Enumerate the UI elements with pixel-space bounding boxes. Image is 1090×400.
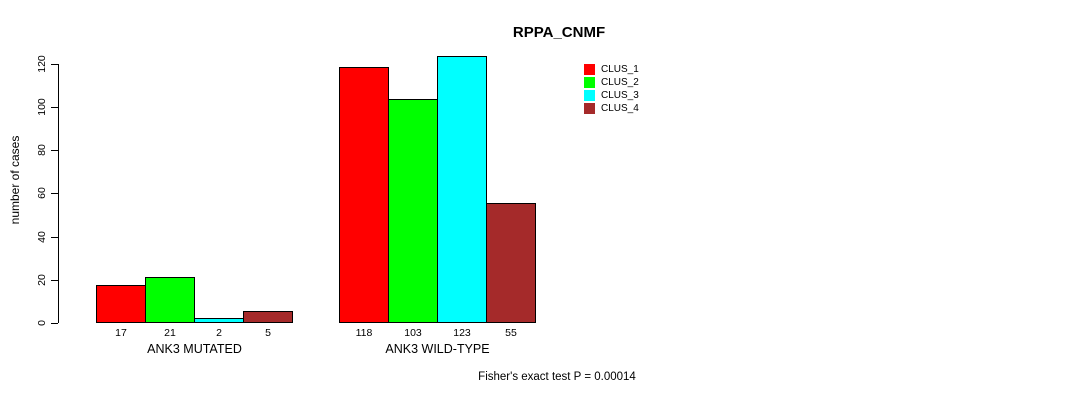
bar-value-label: 2 (216, 326, 222, 339)
bar-clus_1-2 (339, 67, 389, 323)
legend: CLUS_1 CLUS_2 CLUS_3 CLUS_4 (584, 63, 639, 115)
y-axis-tick-label: 80 (36, 144, 48, 156)
chart-title: RPPA_CNMF (512, 24, 606, 41)
bar-value-label: 17 (115, 326, 127, 339)
legend-label: CLUS_2 (601, 77, 639, 88)
y-axis-line (58, 64, 59, 323)
legend-label: CLUS_4 (601, 103, 639, 114)
legend-swatch-clus_4 (584, 103, 595, 114)
y-axis-tick-label: 60 (36, 187, 48, 199)
bar-value-label: 5 (265, 326, 271, 339)
bar-value-label: 21 (164, 326, 176, 339)
group-label: ANK3 WILD-TYPE (385, 342, 490, 356)
fisher-test-annotation: Fisher's exact test P = 0.00014 (478, 371, 636, 383)
bar-clus_3-1 (194, 318, 244, 323)
bar-value-label: 118 (355, 326, 373, 339)
y-axis-tick (51, 107, 58, 108)
legend-swatch-clus_2 (584, 77, 595, 88)
bar-value-label: 103 (404, 326, 422, 339)
legend-label: CLUS_1 (601, 64, 639, 75)
y-axis-tick (51, 237, 58, 238)
y-axis-tick-label: 100 (36, 98, 48, 116)
y-axis-tick-label: 40 (36, 231, 48, 243)
group-label: ANK3 MUTATED (147, 342, 242, 356)
bar-clus_2-1 (145, 277, 195, 323)
legend-entry: CLUS_4 (584, 102, 639, 115)
y-axis-tick-label: 120 (36, 55, 48, 73)
y-axis-tick (51, 150, 58, 151)
bar-value-label: 123 (453, 326, 471, 339)
legend-label: CLUS_3 (601, 90, 639, 101)
y-axis-tick (51, 323, 58, 324)
legend-entry: CLUS_2 (584, 76, 639, 89)
bar-clus_4-2 (486, 203, 536, 323)
bar-value-label: 55 (505, 326, 517, 339)
bar-clus_3-2 (437, 56, 487, 323)
bar-clus_1-1 (96, 285, 146, 323)
legend-entry: CLUS_3 (584, 89, 639, 102)
y-axis-tick (51, 193, 58, 194)
y-axis-tick-label: 20 (36, 274, 48, 286)
legend-entry: CLUS_1 (584, 63, 639, 76)
legend-swatch-clus_3 (584, 90, 595, 101)
y-axis-tick-label: 0 (36, 320, 48, 326)
y-axis-tick (51, 280, 58, 281)
y-axis-tick (51, 64, 58, 65)
bar-clus_4-1 (243, 311, 293, 323)
bar-clus_2-2 (388, 99, 438, 323)
y-axis-label: number of cases (8, 135, 22, 225)
legend-swatch-clus_1 (584, 64, 595, 75)
